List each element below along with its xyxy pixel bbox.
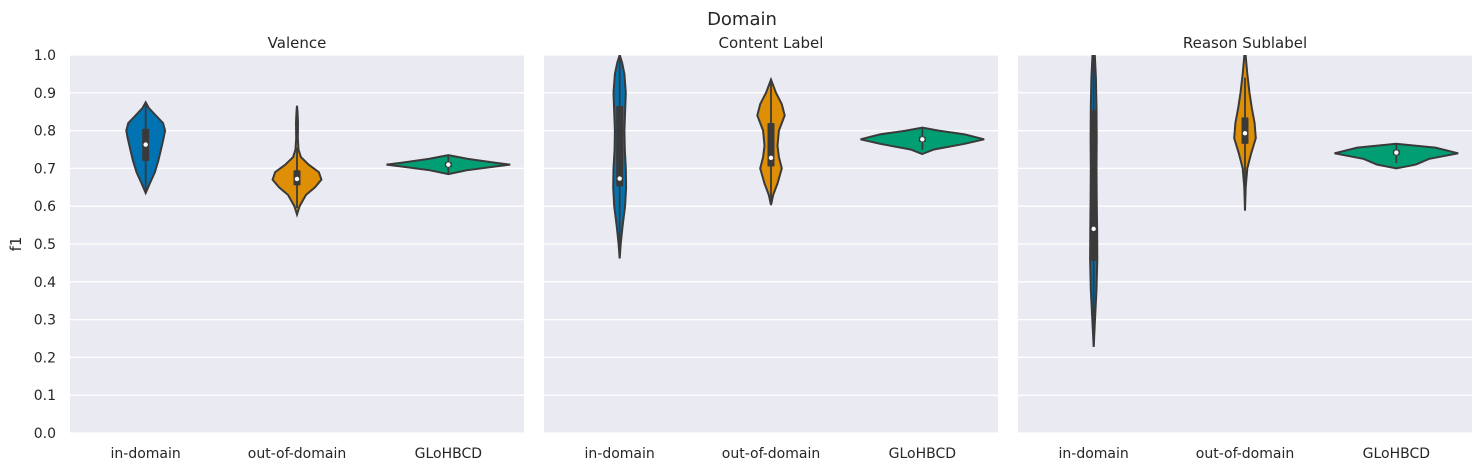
x-tick-label: out-of-domain xyxy=(722,446,820,462)
y-tick-label: 0.6 xyxy=(34,199,56,215)
violin-median xyxy=(1394,150,1399,155)
violin-median xyxy=(1091,226,1096,232)
figure-suptitle: Domain xyxy=(707,9,777,30)
x-tick-label: in-domain xyxy=(1059,446,1129,462)
x-tick-label: GLoHBCD xyxy=(415,446,482,462)
violin-box xyxy=(767,123,775,167)
violin-median xyxy=(617,176,622,181)
panel-0: 0.0 0.1 0.2 0.3 0.4 0.5 0.6 0.7 0.8 0.9 1.0 Valence… xyxy=(34,34,524,462)
violin-box xyxy=(616,106,624,187)
x-tick-label: out-of-domain xyxy=(1196,446,1294,462)
x-tick-label: GLoHBCD xyxy=(1363,446,1430,462)
x-tick-label: in-domain xyxy=(585,446,655,462)
panel-2: Reason Sublabel in-domain out-of-domain GLo… xyxy=(1018,34,1472,462)
violin-median xyxy=(446,162,451,167)
violin-median xyxy=(768,155,774,161)
violin-box xyxy=(1090,109,1098,262)
panel-title: Reason Sublabel xyxy=(1183,34,1307,52)
violin-median xyxy=(920,137,925,142)
violin-median xyxy=(294,176,300,182)
y-tick-label: 0.1 xyxy=(34,388,56,404)
violin-median xyxy=(1242,131,1248,136)
y-tick-label: 0.5 xyxy=(34,237,56,253)
y-tick-label: 0.9 xyxy=(34,86,56,102)
panel-title: Valence xyxy=(268,34,327,52)
y-tick-label: 0.7 xyxy=(34,161,56,177)
y-tick-label: 1.0 xyxy=(34,48,56,64)
violin-box xyxy=(1241,117,1249,144)
x-tick-label: GLoHBCD xyxy=(889,446,956,462)
y-tick-label: 0.4 xyxy=(34,275,56,291)
y-tick-label: 0.2 xyxy=(34,350,56,366)
panel-1: Content Label in-domain out-of-domain GLoHB… xyxy=(544,34,998,462)
x-tick-label: in-domain xyxy=(111,446,181,462)
violin-median xyxy=(143,142,148,147)
panels: 0.0 0.1 0.2 0.3 0.4 0.5 0.6 0.7 0.8 0.9 1.0 Valence… xyxy=(34,34,1472,462)
y-tick-label: 0.3 xyxy=(34,313,56,329)
x-tick-label: out-of-domain xyxy=(248,446,346,462)
y-axis-label: f1 xyxy=(7,237,25,252)
y-tick-label: 0.0 xyxy=(34,426,56,442)
panel-title: Content Label xyxy=(719,34,824,52)
y-tick-label: 0.8 xyxy=(34,124,56,140)
